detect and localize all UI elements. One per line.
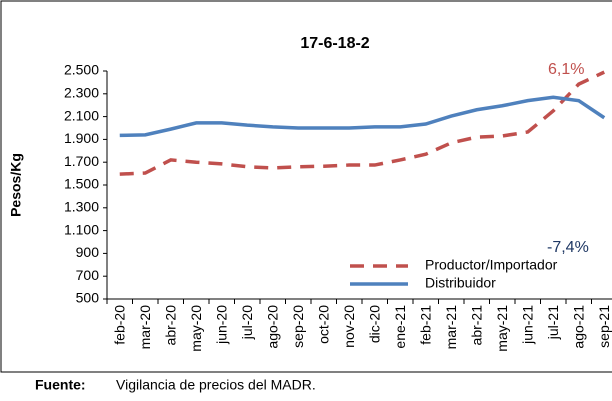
y-axis-label: Pesos/Kg — [8, 153, 24, 217]
y-tick-label: 900 — [76, 244, 100, 260]
y-tick-label: 700 — [76, 267, 100, 283]
x-tick-label: abr-20 — [162, 305, 178, 346]
footer-label: Fuente: — [35, 377, 86, 393]
x-tick-label: jul-21 — [545, 305, 561, 340]
legend-label: Productor/Importador — [425, 257, 558, 273]
x-tick-label: ene-21 — [392, 305, 408, 349]
series-line — [119, 95, 606, 138]
x-tick-label: sep-21 — [596, 305, 612, 348]
x-tick-label: feb-20 — [111, 305, 127, 345]
x-tick-label: may-21 — [494, 305, 510, 352]
x-tick-label: oct-20 — [315, 305, 331, 344]
legend-label: Distribuidor — [425, 275, 496, 291]
chart-frame — [0, 0, 612, 373]
x-tick-label: may-20 — [188, 305, 204, 352]
y-tick-label: 1.100 — [64, 221, 99, 237]
annotation: 6,1% — [548, 61, 584, 78]
x-tick-label: nov-20 — [341, 305, 357, 348]
x-tick-label: jun-21 — [519, 305, 535, 345]
x-tick-label: jul-20 — [239, 305, 255, 340]
y-tick-label: 2.100 — [64, 107, 99, 123]
x-tick-label: ago-21 — [570, 305, 586, 349]
y-tick-label: 1.700 — [64, 153, 99, 169]
y-tick-label: 500 — [76, 290, 100, 306]
y-tick-label: 1.500 — [64, 176, 99, 192]
chart-title: 17-6-18-2 — [300, 35, 369, 52]
x-tick-label: jun-20 — [213, 305, 229, 345]
footer-text: Vigilancia de precios del MADR. — [116, 377, 316, 393]
annotation: -7,4% — [547, 239, 589, 256]
y-tick-label: 1.900 — [64, 130, 99, 146]
x-tick-label: mar-20 — [137, 305, 153, 350]
y-tick-label: 1.300 — [64, 199, 99, 215]
y-tick-label: 2.500 — [64, 62, 99, 78]
x-tick-label: mar-21 — [443, 305, 459, 350]
x-tick-label: feb-21 — [417, 305, 433, 345]
x-tick-label: ago-20 — [264, 305, 280, 349]
x-tick-label: sep-20 — [290, 305, 306, 348]
y-tick-label: 2.300 — [64, 85, 99, 101]
x-tick-label: dic-20 — [366, 305, 382, 343]
x-tick-label: abr-21 — [468, 305, 484, 346]
